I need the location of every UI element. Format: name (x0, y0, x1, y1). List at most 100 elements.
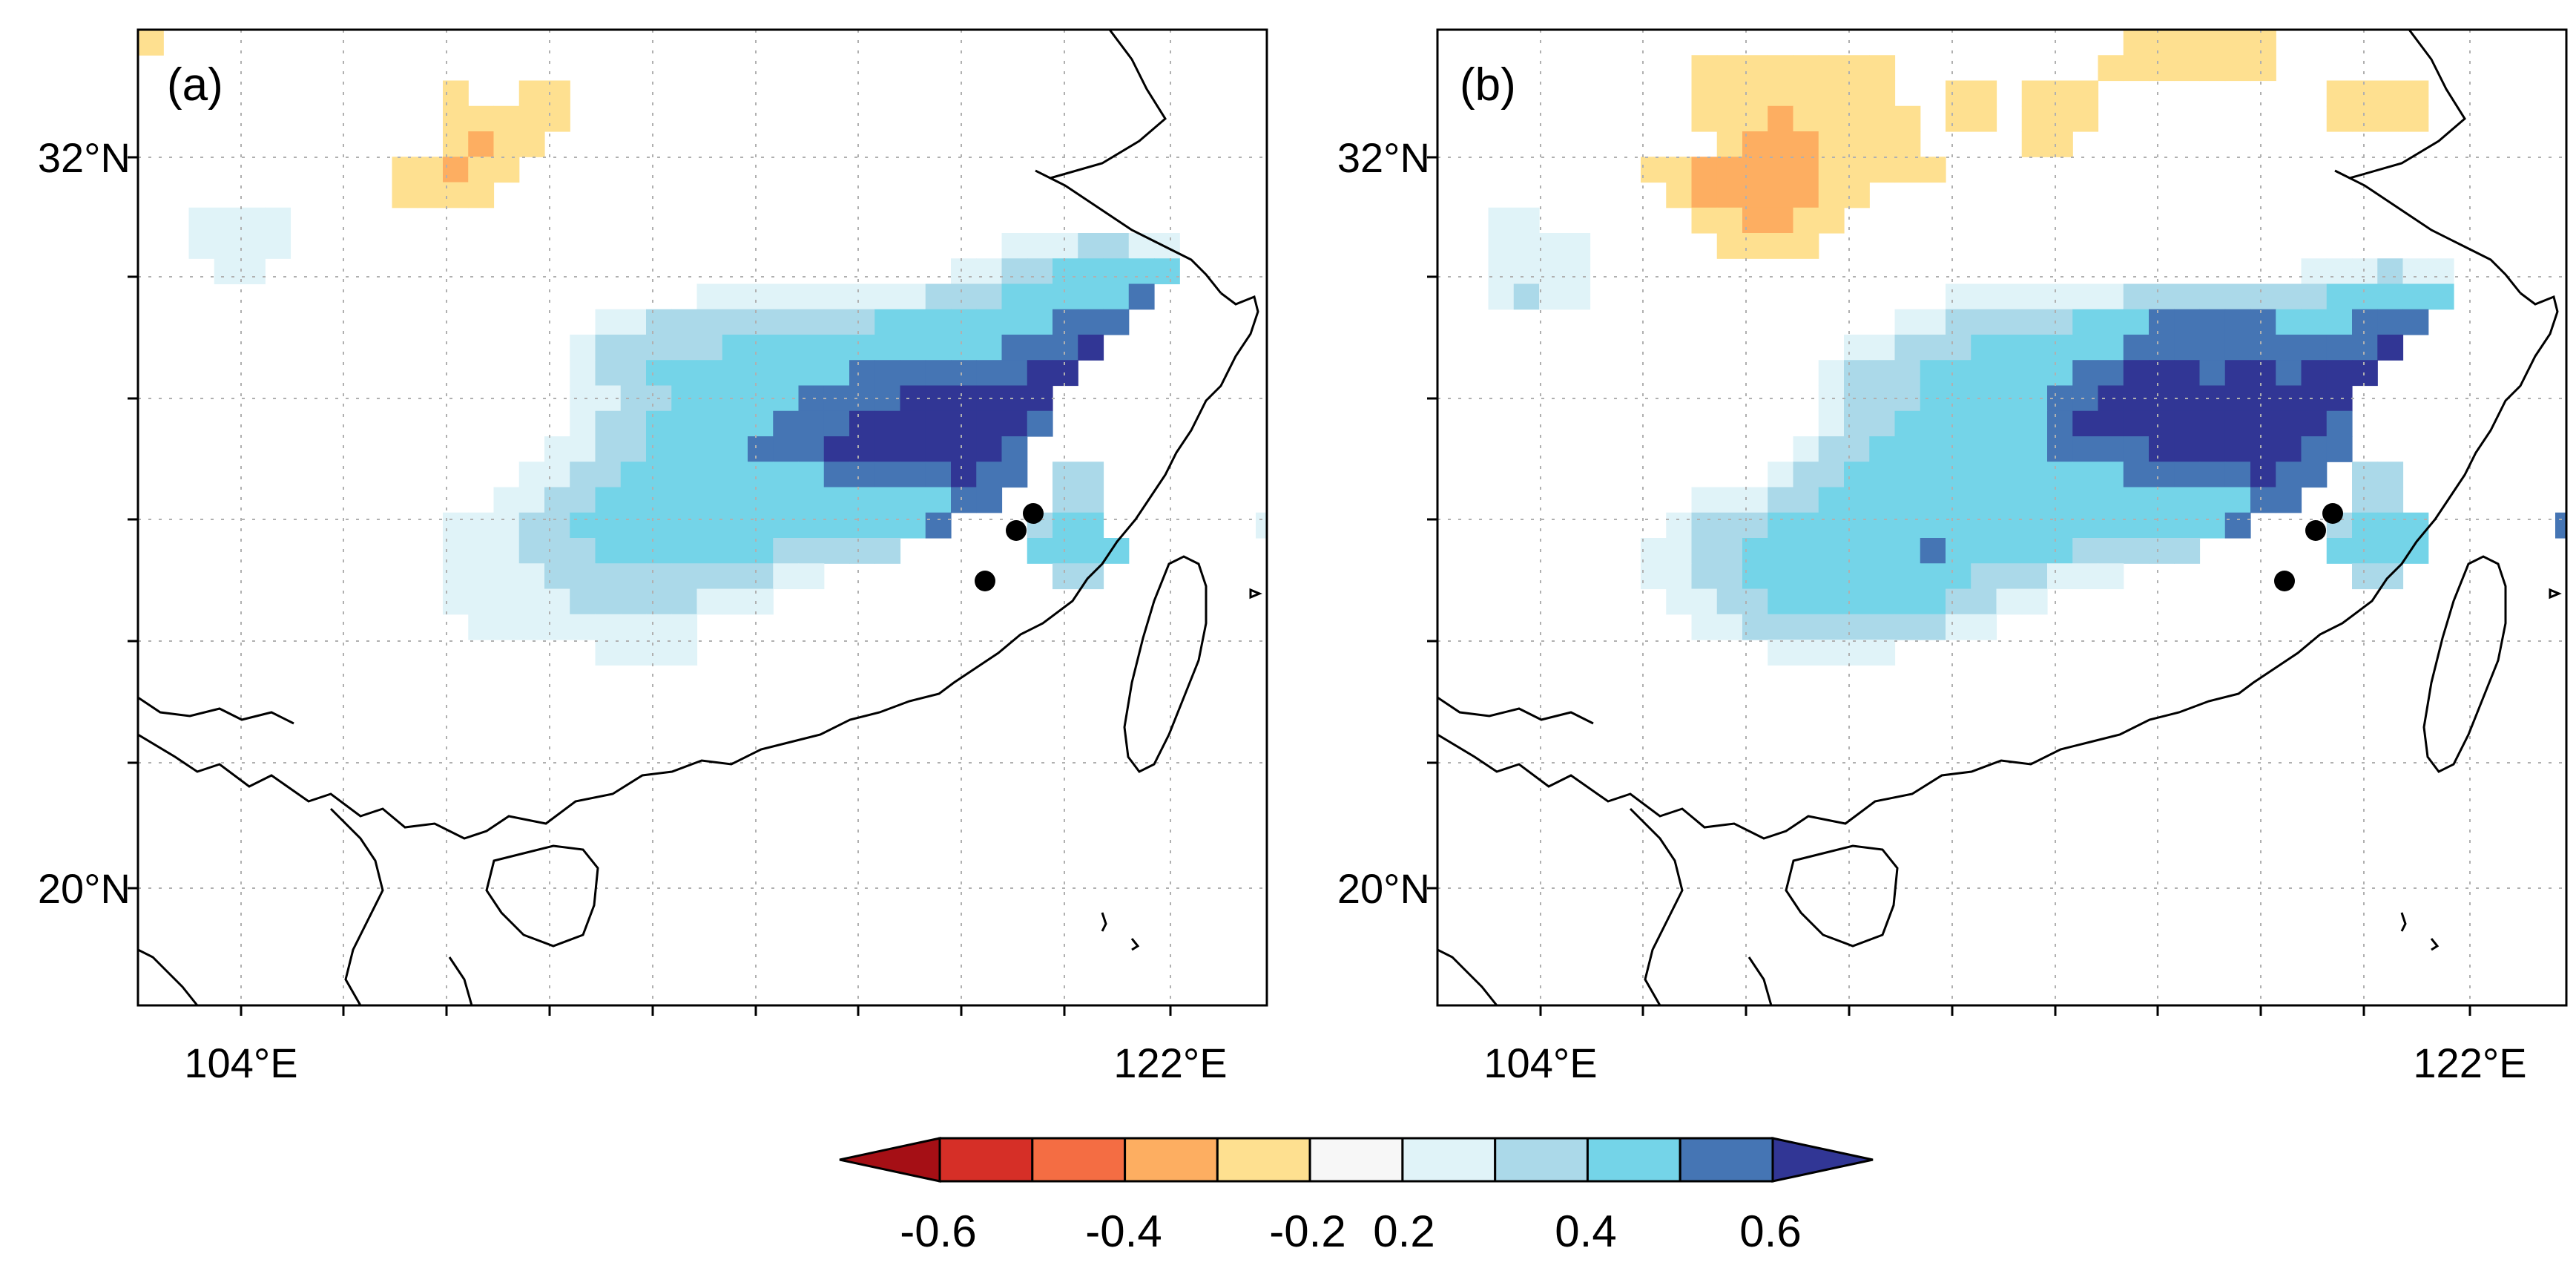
station-marker (2305, 520, 2326, 541)
colorbar-tick-label: 0.2 (1373, 1206, 1434, 1256)
grid-cell (240, 207, 266, 234)
grid-cell (1768, 80, 1794, 107)
grid-cell (1818, 640, 1845, 666)
grid-cell (1793, 588, 1819, 615)
grid-cell (2250, 462, 2276, 488)
grid-cell (2174, 487, 2201, 513)
grid-cell (1946, 512, 1971, 539)
grid-cell (1053, 258, 1078, 285)
grid-cell (976, 283, 1003, 310)
grid-cell (696, 436, 723, 462)
grid-cell (518, 588, 545, 615)
grid-cell (214, 233, 240, 259)
grid-cell (443, 512, 469, 539)
grid-cell (1793, 80, 1819, 107)
grid-cell (1894, 105, 1921, 132)
grid-cell (1768, 105, 1794, 132)
grid-cell (2301, 436, 2328, 462)
grid-cell (1844, 335, 1870, 361)
grid-cell (1818, 410, 1845, 437)
grid-cell (773, 538, 800, 564)
grid-cell (1154, 233, 1180, 259)
grid-cell (671, 410, 698, 437)
grid-cell (570, 588, 596, 615)
grid-cell (2021, 410, 2048, 437)
grid-cell (1894, 335, 1921, 361)
grid-cell (1691, 157, 1718, 183)
grid-cell (1894, 462, 1921, 488)
grid-cell (671, 640, 698, 666)
grid-cell (2377, 538, 2404, 564)
grid-cell (1488, 233, 1515, 259)
grid-cell (2352, 487, 2378, 513)
grid-cell (900, 487, 926, 513)
grid-cell (1869, 563, 1896, 590)
grid-cell (1869, 538, 1896, 564)
grid-cell (2123, 538, 2150, 564)
grid-cell (1742, 55, 1768, 82)
grid-cell (1996, 462, 2023, 488)
grid-cell (2326, 283, 2353, 310)
grid-cell (2326, 105, 2353, 132)
grid-cell (1078, 487, 1104, 513)
grid-cell (443, 563, 469, 590)
grid-cell (900, 462, 926, 488)
grid-cell (620, 614, 647, 640)
grid-cell (1768, 538, 1794, 564)
grid-cell (468, 563, 495, 590)
grid-cell (798, 309, 825, 335)
grid-cell (2098, 283, 2124, 310)
grid-cell (2224, 360, 2251, 387)
grid-cell (849, 385, 875, 412)
grid-cell (823, 436, 850, 462)
grid-cell (2301, 385, 2328, 412)
grid-cell (2021, 360, 2048, 387)
grid-cell (595, 512, 622, 539)
grid-cell (1946, 283, 1971, 310)
grid-cell (823, 309, 850, 335)
grid-cell (1818, 588, 1845, 615)
grid-cell (2199, 487, 2226, 513)
grid-cell (976, 462, 1003, 488)
grid-cell (2123, 462, 2150, 488)
grid-cell (2377, 462, 2404, 488)
grid-cell (2072, 462, 2099, 488)
grid-cell (595, 410, 622, 437)
grid-cell (1154, 258, 1180, 285)
grid-cell (2276, 283, 2302, 310)
grid-cell (2021, 283, 2048, 310)
grid-cell (1053, 233, 1078, 259)
grid-cell (696, 563, 723, 590)
grid-cell (671, 512, 698, 539)
grid-cell (2021, 131, 2048, 157)
grid-cell (696, 512, 723, 539)
grid-cell (1946, 436, 1971, 462)
grid-cell (2098, 55, 2124, 82)
grid-cell (392, 157, 418, 183)
grid-cell (2021, 436, 2048, 462)
grid-cell (214, 258, 240, 285)
grid-cell (849, 309, 875, 335)
grid-cell (696, 487, 723, 513)
grid-cell (646, 462, 672, 488)
grid-cell (1996, 487, 2023, 513)
grid-cell (493, 105, 520, 132)
grid-cell (925, 487, 952, 513)
grid-cell (2301, 335, 2328, 361)
colorbar-swatch (1586, 1137, 1681, 1183)
grid-cell (1641, 538, 1667, 564)
grid-cell (1844, 105, 1870, 132)
grid-cell (2021, 588, 2048, 615)
grid-cell (595, 487, 622, 513)
grid-cell (240, 233, 266, 259)
grid-cell (1078, 538, 1104, 564)
grid-cell (265, 207, 291, 234)
grid-cell (2276, 462, 2302, 488)
grid-cell (2047, 105, 2073, 132)
grid-cell (646, 309, 672, 335)
panel-label-a: (a) (167, 59, 223, 111)
grid-cell (1946, 563, 1971, 590)
grid-cell (1053, 563, 1078, 590)
grid-cell (976, 436, 1003, 462)
grid-cell (1818, 182, 1845, 208)
